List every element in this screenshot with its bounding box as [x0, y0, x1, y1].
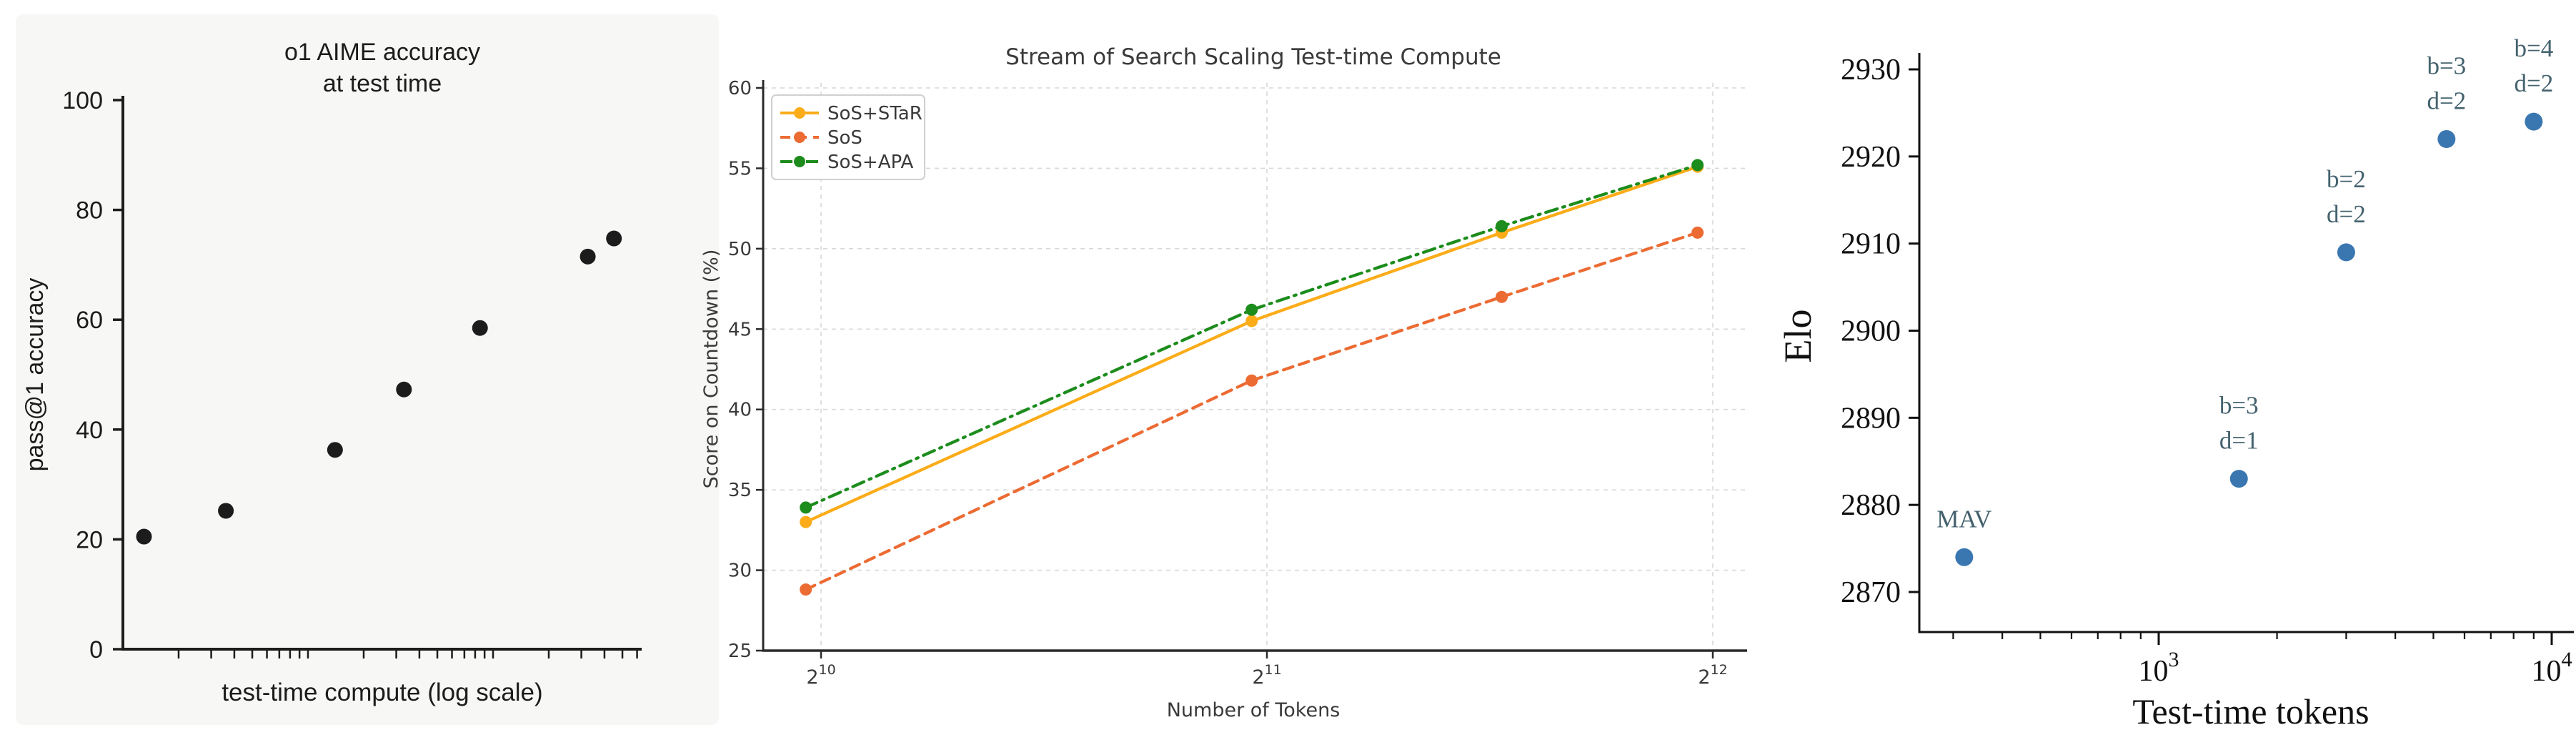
o1-aime-panel-background: [16, 14, 719, 725]
x-tick-label: 212: [1698, 662, 1727, 689]
stream-of-search-title: Stream of Search Scaling Test-time Compu…: [1005, 44, 1501, 70]
point-annotation: b=3: [2427, 51, 2466, 79]
data-point: [327, 442, 343, 458]
elo-x-axis-label: Test-time tokens: [2132, 691, 2369, 731]
point-annotation: b=3: [2219, 392, 2259, 420]
series-line-SoS+APA: [804, 163, 1699, 509]
y-tick-label: 40: [76, 417, 103, 444]
legend-marker: [794, 107, 805, 119]
y-tick-label: 2870: [1841, 576, 1901, 609]
data-point: [2437, 129, 2456, 148]
x-tick-label: 103: [2139, 648, 2179, 688]
y-tick-label: 2900: [1841, 315, 1901, 348]
y-tick-label: 2920: [1841, 141, 1901, 174]
x-tick-label: 210: [806, 662, 835, 689]
data-point: [2337, 243, 2355, 262]
data-point: [2229, 470, 2248, 488]
y-tick-label: 2910: [1841, 228, 1901, 261]
o1-aime-chart: 0 20 40 60 80 100 o1 AIME accuracy at test ti…: [16, 14, 719, 725]
data-point: [396, 381, 412, 398]
y-tick-label: 0: [89, 636, 103, 663]
y-tick-label: 60: [728, 78, 752, 99]
point-annotation: d=2: [2327, 200, 2366, 228]
y-tick-label: 30: [728, 561, 752, 582]
series-marker-SoS+APA: [1496, 219, 1508, 232]
data-point: [136, 528, 152, 545]
elo-chart: 2870 2880 2890 2900 2910 2920 2930 103 104 MAV b=3…: [1776, 34, 2574, 731]
series-marker-SoS+APA: [1245, 303, 1258, 316]
point-annotation: d=2: [2514, 69, 2553, 97]
point-annotation: b=4: [2514, 34, 2553, 62]
y-tick-label: 35: [728, 480, 752, 501]
y-tick-label: 2930: [1841, 54, 1901, 87]
elo-y-axis-label: Elo: [1776, 310, 1819, 363]
legend-box: [771, 94, 925, 180]
data-point: [2525, 112, 2543, 131]
y-tick-label: 55: [728, 158, 752, 179]
series-marker-SoS: [1691, 226, 1704, 239]
y-tick-label: 80: [76, 197, 103, 225]
series-marker-SoS: [1245, 374, 1258, 387]
data-point: [472, 320, 488, 336]
stream-of-search-x-axis-label: Number of Tokens: [1167, 699, 1341, 721]
series-marker-SoS+STaR: [800, 515, 812, 528]
x-tick-label: 211: [1252, 662, 1281, 689]
data-point: [580, 248, 596, 265]
legend: SoS+STaR SoS SoS+APA: [771, 94, 925, 180]
y-tick-label: 2890: [1841, 402, 1901, 435]
y-tick-label: 50: [728, 239, 752, 260]
y-tick-label: 100: [62, 87, 103, 114]
o1-aime-plot-area: 0 20 40 60 80 100: [62, 87, 642, 663]
point-annotation: MAV: [1936, 505, 1991, 533]
series-line-SoS+STaR: [804, 165, 1699, 524]
point-annotation: b=2: [2327, 165, 2366, 193]
point-annotation: d=2: [2427, 87, 2466, 114]
legend-label: SoS+STaR: [827, 103, 923, 124]
legend-marker: [794, 156, 805, 167]
elo-plot-area: 2870 2880 2890 2900 2910 2920 2930 103 104 MAV b=3…: [1841, 34, 2574, 688]
data-point: [218, 503, 234, 519]
data-point: [1955, 548, 1974, 566]
o1-aime-title-line1: o1 AIME accuracy: [284, 39, 480, 66]
legend-label: SoS+APA: [827, 152, 914, 173]
y-tick-label: 20: [76, 526, 103, 553]
series-marker-SoS+STaR: [1245, 315, 1258, 327]
y-tick-label: 25: [728, 641, 752, 662]
series-marker-SoS: [800, 583, 812, 596]
y-tick-label: 40: [728, 400, 752, 421]
o1-aime-y-axis-label: pass@1 accuracy: [21, 278, 49, 472]
legend-marker: [794, 132, 805, 143]
o1-aime-x-axis-label: test-time compute (log scale): [222, 679, 542, 706]
stream-of-search-y-axis-label: Score on Countdown (%): [700, 250, 722, 489]
series-line-SoS: [804, 231, 1699, 591]
series-marker-SoS+APA: [1691, 159, 1704, 172]
legend-label: SoS: [827, 127, 862, 149]
series-marker-SoS+APA: [800, 501, 812, 514]
x-tick-label: 104: [2532, 648, 2572, 688]
y-tick-label: 45: [728, 319, 752, 340]
o1-aime-title-line2: at test time: [323, 70, 442, 97]
data-point: [606, 230, 622, 247]
point-annotation: d=1: [2219, 427, 2259, 455]
series-marker-SoS: [1496, 290, 1508, 303]
y-tick-label: 60: [76, 307, 103, 334]
y-tick-label: 2880: [1841, 489, 1901, 522]
